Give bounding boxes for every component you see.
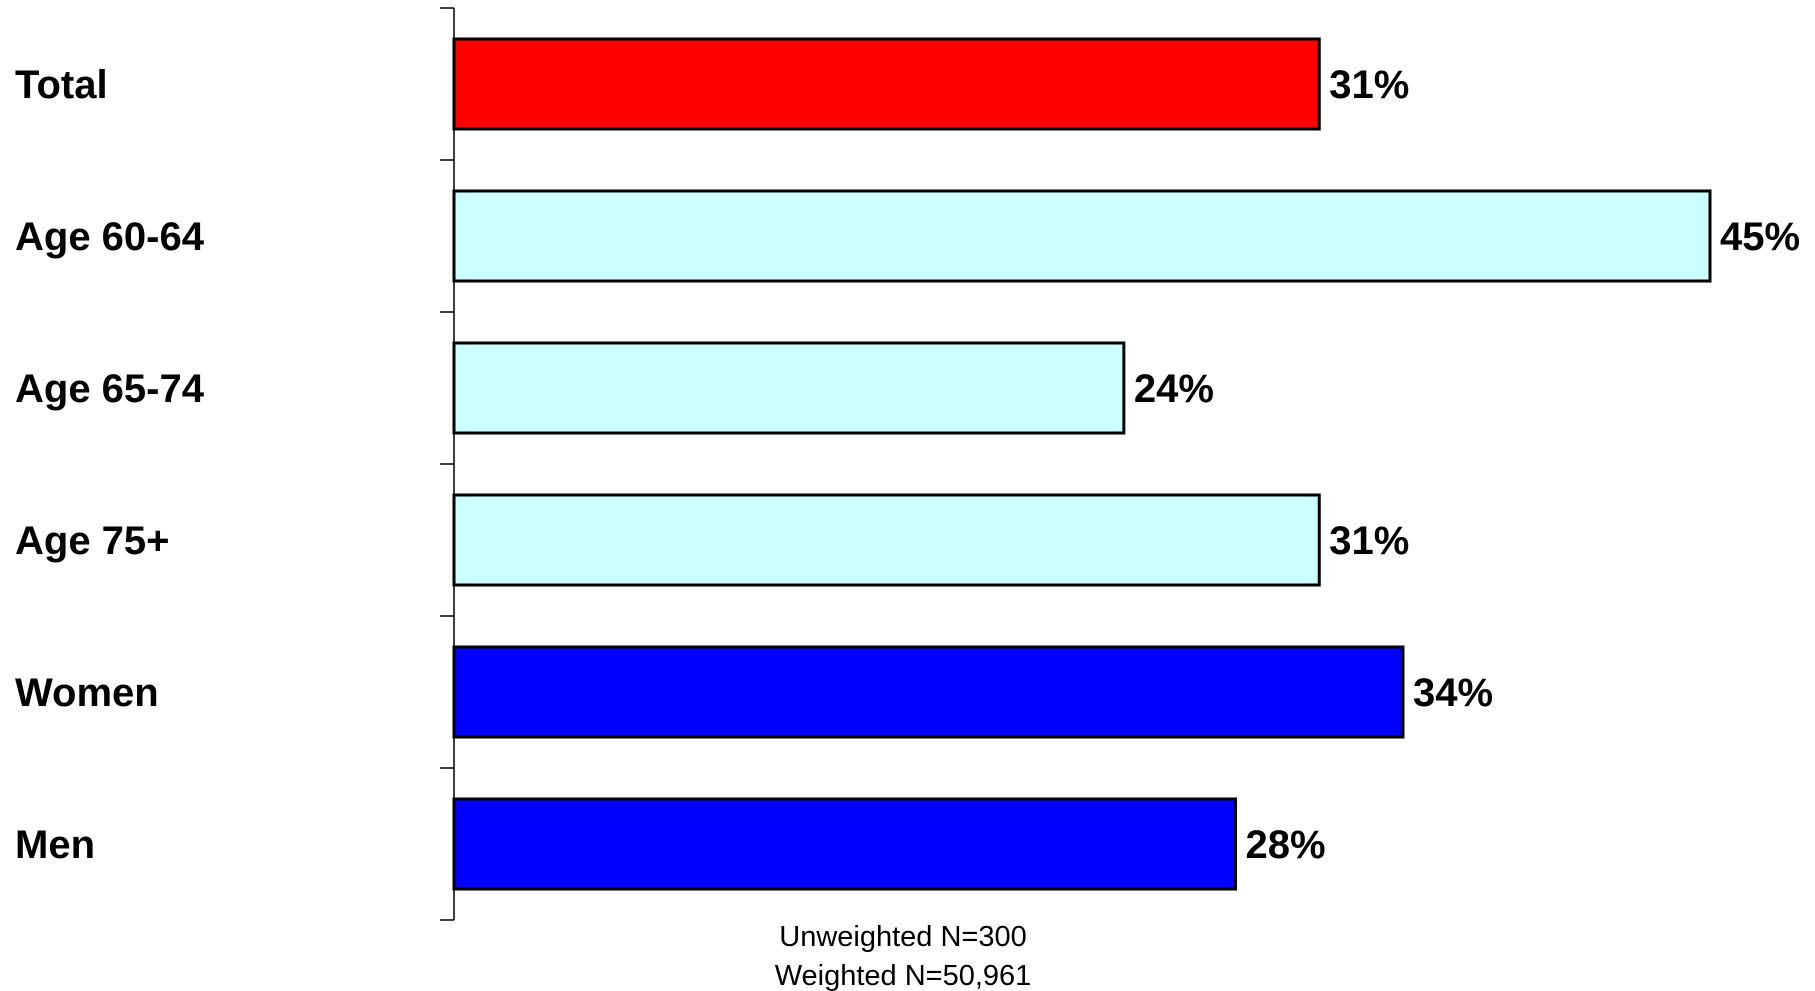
- bar: [452, 797, 1238, 891]
- unweighted-n-note: Unweighted N=300: [779, 921, 1026, 953]
- y-axis: [440, 7, 455, 921]
- category-label: Age 75+: [15, 519, 170, 563]
- category-label: Age 65-74: [15, 367, 205, 411]
- bar: [452, 341, 1126, 435]
- value-labels: 31% 45% 24% 31% 34% 28%: [1134, 63, 1800, 867]
- category-label: Total: [15, 63, 108, 107]
- category-label: Women: [15, 671, 159, 715]
- bar: [452, 37, 1321, 131]
- bar: [452, 189, 1712, 283]
- bars: [452, 37, 1712, 891]
- category-label: Age 60-64: [15, 215, 205, 259]
- value-label: 45%: [1720, 215, 1800, 259]
- bar: [452, 645, 1405, 739]
- value-label: 34%: [1413, 671, 1493, 715]
- category-labels: Total Age 60-64 Age 65-74 Age 75+ Women Men: [15, 63, 205, 867]
- value-label: 28%: [1246, 823, 1326, 867]
- bar: [452, 493, 1321, 587]
- value-label: 24%: [1134, 367, 1214, 411]
- value-label: 31%: [1329, 519, 1409, 563]
- value-label: 31%: [1329, 63, 1409, 107]
- category-label: Men: [15, 823, 95, 867]
- weighted-n-note: Weighted N=50,961: [775, 960, 1032, 991]
